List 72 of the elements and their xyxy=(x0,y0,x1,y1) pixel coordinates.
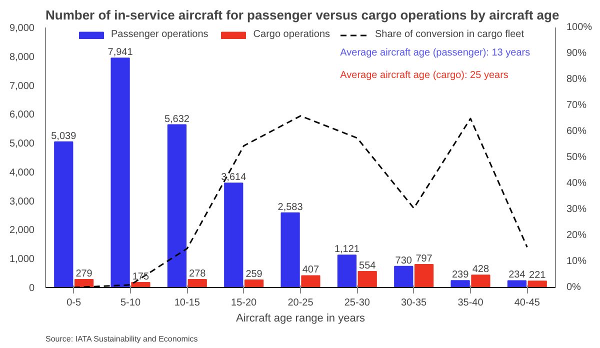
y-tick-label: 9,000 xyxy=(9,23,35,34)
y-tick-label: 0 xyxy=(28,283,35,294)
data-label: 259 xyxy=(246,269,263,280)
legend-label: Cargo operations xyxy=(253,29,330,40)
y2-tick-label: 90% xyxy=(566,48,587,59)
bar xyxy=(301,275,320,288)
x-tick-label: 5-10 xyxy=(120,298,141,308)
x-tick-label: 0-5 xyxy=(66,298,82,308)
bar xyxy=(244,280,264,288)
bar xyxy=(54,141,74,288)
bar xyxy=(450,280,470,288)
x-tick-label: 40-45 xyxy=(514,298,540,308)
annotation: Average aircraft age (passenger): 13 years xyxy=(340,48,530,59)
annotation: Average aircraft age (cargo): 25 years xyxy=(340,70,508,81)
x-tick-label: 30-35 xyxy=(401,298,428,308)
bar xyxy=(224,182,244,288)
y-tick-label: 4,000 xyxy=(9,167,35,178)
bar xyxy=(280,212,300,288)
source-note: Source: IATA Sustainability and Economics xyxy=(46,334,198,344)
y2-tick-label: 60% xyxy=(566,126,587,137)
x-tick-label: 15-20 xyxy=(231,298,258,308)
y-tick-label: 3,000 xyxy=(9,196,35,208)
y-tick-label: 6,000 xyxy=(9,110,35,121)
y2-tick-label: 0% xyxy=(566,282,582,293)
x-tick-label: 20-25 xyxy=(288,298,314,308)
data-label: 554 xyxy=(359,260,376,272)
chart-title: Number of in-service aircraft for passenger versus cargo operations by aircraft age xyxy=(46,8,560,22)
data-label: 730 xyxy=(395,255,412,266)
y-tick-label: 8,000 xyxy=(9,52,35,63)
bar xyxy=(394,266,414,288)
data-label: 234 xyxy=(508,270,526,281)
data-label: 239 xyxy=(452,270,470,281)
bar xyxy=(528,280,547,288)
bar xyxy=(414,264,434,288)
legend-label: Share of conversion in cargo fleet xyxy=(375,29,524,40)
data-label: 797 xyxy=(416,253,433,264)
bar xyxy=(167,124,187,288)
data-label: 278 xyxy=(189,268,206,280)
y2-tick-label: 20% xyxy=(566,230,587,241)
bar xyxy=(188,278,207,288)
y-tick-label: 5,000 xyxy=(9,138,35,150)
data-label: 5,632 xyxy=(164,114,190,125)
data-label: 1,121 xyxy=(334,244,360,256)
data-label: 221 xyxy=(529,270,546,282)
data-label: 5,039 xyxy=(51,130,77,142)
bar xyxy=(471,274,490,288)
data-label: 279 xyxy=(76,268,93,280)
y2-tick-label: 80% xyxy=(566,74,587,85)
x-tick-label: 35-40 xyxy=(458,298,484,308)
y-tick-label: 7,000 xyxy=(9,80,35,92)
y-tick-label: 1,000 xyxy=(9,254,35,266)
bar xyxy=(337,254,357,288)
data-label: 2,583 xyxy=(278,202,304,213)
legend-label: Passenger operations xyxy=(111,29,208,40)
y2-tick-label: 10% xyxy=(566,256,587,267)
y2-tick-label: 50% xyxy=(566,152,587,163)
data-label: 7,941 xyxy=(108,47,134,58)
y2-tick-label: 30% xyxy=(566,204,587,215)
x-axis-title: Aircraft age range in years xyxy=(236,312,366,324)
data-label: 3,614 xyxy=(221,172,247,184)
y2-tick-label: 70% xyxy=(566,100,587,111)
bar xyxy=(110,58,130,288)
data-label: 175 xyxy=(132,271,150,282)
data-label: 428 xyxy=(472,264,490,276)
data-label: 407 xyxy=(302,264,320,276)
bar xyxy=(507,280,527,288)
bar xyxy=(358,270,377,288)
x-tick-label: 25-30 xyxy=(344,298,370,308)
y2-tick-label: 40% xyxy=(566,178,587,189)
y-tick-label: 2,000 xyxy=(9,225,35,236)
x-tick-label: 10-15 xyxy=(174,298,200,308)
y2-tick-label: 100% xyxy=(566,22,592,33)
